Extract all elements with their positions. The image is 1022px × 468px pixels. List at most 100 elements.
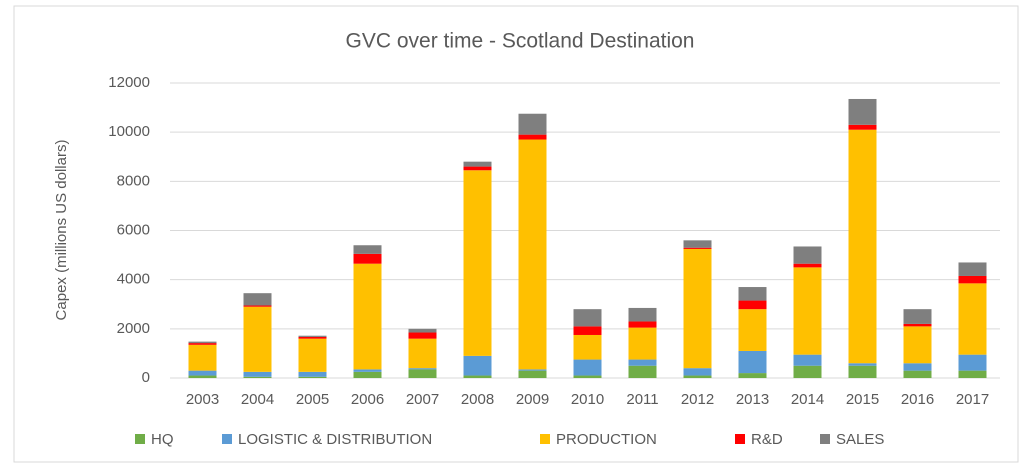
bar-segment bbox=[353, 371, 382, 378]
bar-segment bbox=[903, 309, 932, 324]
bar-segment bbox=[628, 321, 657, 328]
bar-segment bbox=[518, 370, 547, 378]
legend-label: SALES bbox=[836, 431, 884, 448]
bar-segment bbox=[298, 338, 327, 372]
legend-label: LOGISTIC & DISTRIBUTION bbox=[238, 431, 432, 448]
bar-segment bbox=[683, 375, 712, 378]
x-tick-label: 2003 bbox=[186, 391, 219, 408]
x-tick-label: 2015 bbox=[846, 391, 879, 408]
bar-segment bbox=[848, 365, 877, 378]
bar-segment bbox=[793, 365, 822, 378]
bar-segment bbox=[958, 354, 987, 371]
bar-segment bbox=[958, 370, 987, 378]
bar-segment bbox=[298, 335, 327, 337]
bar-segment bbox=[408, 368, 437, 370]
bar-segment bbox=[188, 370, 217, 376]
chart-title: GVC over time - Scotland Destination bbox=[346, 30, 695, 53]
x-tick-label: 2011 bbox=[626, 391, 658, 408]
bar-segment bbox=[628, 327, 657, 360]
bar-segment bbox=[243, 371, 272, 377]
x-tick-label: 2014 bbox=[791, 391, 824, 408]
bar-segment bbox=[738, 287, 767, 301]
bar-segment bbox=[188, 343, 217, 345]
bar-segment bbox=[628, 359, 657, 366]
bar-segment bbox=[573, 309, 602, 327]
bar-segment bbox=[243, 305, 272, 307]
x-tick-label: 2008 bbox=[461, 391, 494, 408]
y-tick-label: 10000 bbox=[108, 123, 150, 140]
bar-segment bbox=[628, 365, 657, 378]
legend-swatch bbox=[135, 434, 145, 444]
bar-segment bbox=[793, 246, 822, 264]
bar-segment bbox=[573, 375, 602, 378]
bar-segment bbox=[848, 129, 877, 364]
legend-label: R&D bbox=[751, 431, 783, 448]
bar-segment bbox=[683, 247, 712, 249]
x-tick-label: 2004 bbox=[241, 391, 274, 408]
legend-swatch bbox=[820, 434, 830, 444]
bar-segment bbox=[463, 161, 492, 167]
bar-segment bbox=[793, 263, 822, 268]
bar-segment bbox=[848, 98, 877, 125]
bar-segment bbox=[298, 376, 327, 378]
bar-segment bbox=[518, 113, 547, 135]
bar-segment bbox=[573, 326, 602, 335]
y-tick-label: 0 bbox=[142, 369, 150, 386]
bar-segment bbox=[353, 245, 382, 254]
x-tick-label: 2007 bbox=[406, 391, 439, 408]
bar-segment bbox=[958, 283, 987, 355]
bar-segment bbox=[903, 326, 932, 364]
x-tick-label: 2009 bbox=[516, 391, 549, 408]
bar-segment bbox=[353, 369, 382, 372]
bar-segment bbox=[958, 262, 987, 276]
y-tick-label: 2000 bbox=[117, 320, 150, 337]
bar-segment bbox=[188, 344, 217, 371]
bar-segment bbox=[298, 371, 327, 377]
bar-segment bbox=[683, 368, 712, 376]
bar-segment bbox=[243, 293, 272, 306]
bar-segment bbox=[683, 248, 712, 369]
bar-segment bbox=[903, 370, 932, 378]
x-tick-label: 2006 bbox=[351, 391, 384, 408]
y-tick-label: 6000 bbox=[117, 221, 150, 238]
bar-segment bbox=[683, 240, 712, 248]
bar-segment bbox=[738, 350, 767, 374]
bar-segment bbox=[408, 369, 437, 378]
bar-segment bbox=[628, 307, 657, 322]
bar-segment bbox=[243, 306, 272, 372]
bar-segment bbox=[573, 359, 602, 376]
x-tick-label: 2005 bbox=[296, 391, 329, 408]
bar-segment bbox=[793, 354, 822, 366]
bar-segment bbox=[243, 376, 272, 378]
legend-swatch bbox=[735, 434, 745, 444]
y-axis-label: Capex (millions US dollars) bbox=[53, 140, 70, 321]
bar-segment bbox=[848, 363, 877, 366]
x-tick-label: 2013 bbox=[736, 391, 769, 408]
bar-segment bbox=[903, 323, 932, 327]
bar-segment bbox=[188, 375, 217, 378]
bar-segment bbox=[903, 363, 932, 371]
bar-segment bbox=[408, 328, 437, 333]
y-tick-label: 4000 bbox=[117, 271, 150, 288]
bar-segment bbox=[463, 375, 492, 378]
legend-label: HQ bbox=[151, 431, 174, 448]
bar-segment bbox=[408, 332, 437, 339]
x-tick-label: 2017 bbox=[956, 391, 989, 408]
bar-segment bbox=[793, 267, 822, 355]
bar-segment bbox=[188, 341, 217, 344]
bar-segment bbox=[353, 263, 382, 370]
bar-segment bbox=[408, 338, 437, 369]
x-tick-label: 2016 bbox=[901, 391, 934, 408]
bar-segment bbox=[738, 373, 767, 378]
legend-swatch bbox=[222, 434, 232, 444]
x-tick-label: 2012 bbox=[681, 391, 714, 408]
bar-segment bbox=[463, 170, 492, 356]
y-tick-label: 12000 bbox=[108, 74, 150, 91]
bar-segment bbox=[298, 336, 327, 339]
bar-segment bbox=[958, 275, 987, 284]
bar-segment bbox=[573, 334, 602, 360]
bar-segment bbox=[738, 300, 767, 310]
bar-segment bbox=[518, 139, 547, 370]
x-tick-label: 2010 bbox=[571, 391, 604, 408]
legend-label: PRODUCTION bbox=[556, 431, 657, 448]
